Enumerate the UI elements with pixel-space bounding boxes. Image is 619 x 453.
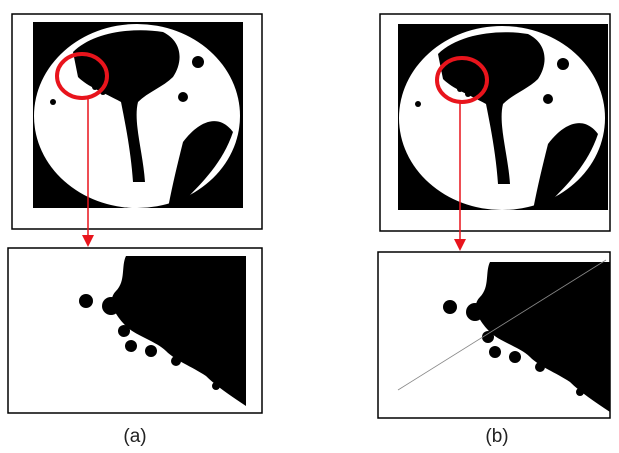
panel-label: (b) [485,426,508,447]
page: (a) (b) (() => { const data = JSON.parse… [0,0,619,453]
panel-label: (a) [123,426,146,447]
scan-image [33,22,243,208]
scan-image [398,24,608,210]
zoom-image [443,262,610,412]
figure: (a) (b) [0,0,619,453]
zoom-image [79,256,246,406]
